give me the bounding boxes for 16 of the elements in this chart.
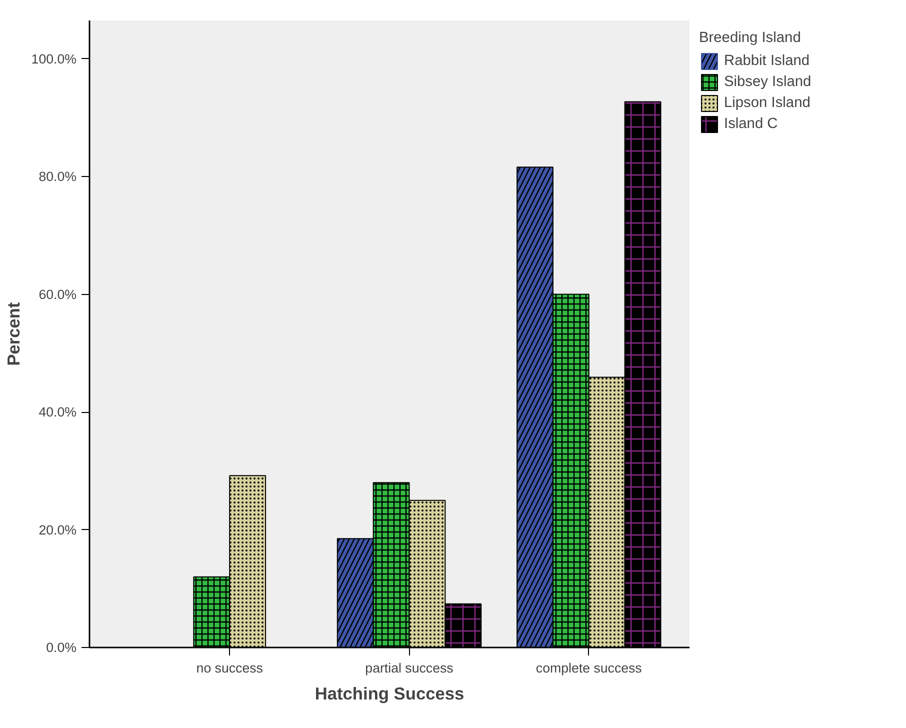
legend-label: Sibsey Island: [724, 73, 812, 91]
x-tick-label: complete success: [536, 660, 642, 676]
legend-title: Breeding Island: [699, 30, 802, 46]
y-tick-label: 0.0%: [46, 640, 77, 655]
x-tick-label: partial success: [365, 660, 454, 676]
x-tick-label: no success: [196, 660, 264, 676]
y-tick-label: 100.0%: [31, 51, 77, 66]
y-tick-label: 40.0%: [38, 404, 77, 420]
y-axis-title: Percent: [3, 302, 24, 366]
y-tick-label: 20.0%: [38, 522, 77, 538]
legend-label: Lipson Island: [724, 94, 810, 112]
legend-label: Rabbit Island: [724, 52, 810, 70]
y-tick-label: 80.0%: [38, 169, 77, 184]
x-axis-title: Hatching Success: [314, 684, 464, 704]
y-tick-label: 60.0%: [38, 286, 77, 302]
legend-label: Island C: [724, 115, 778, 133]
